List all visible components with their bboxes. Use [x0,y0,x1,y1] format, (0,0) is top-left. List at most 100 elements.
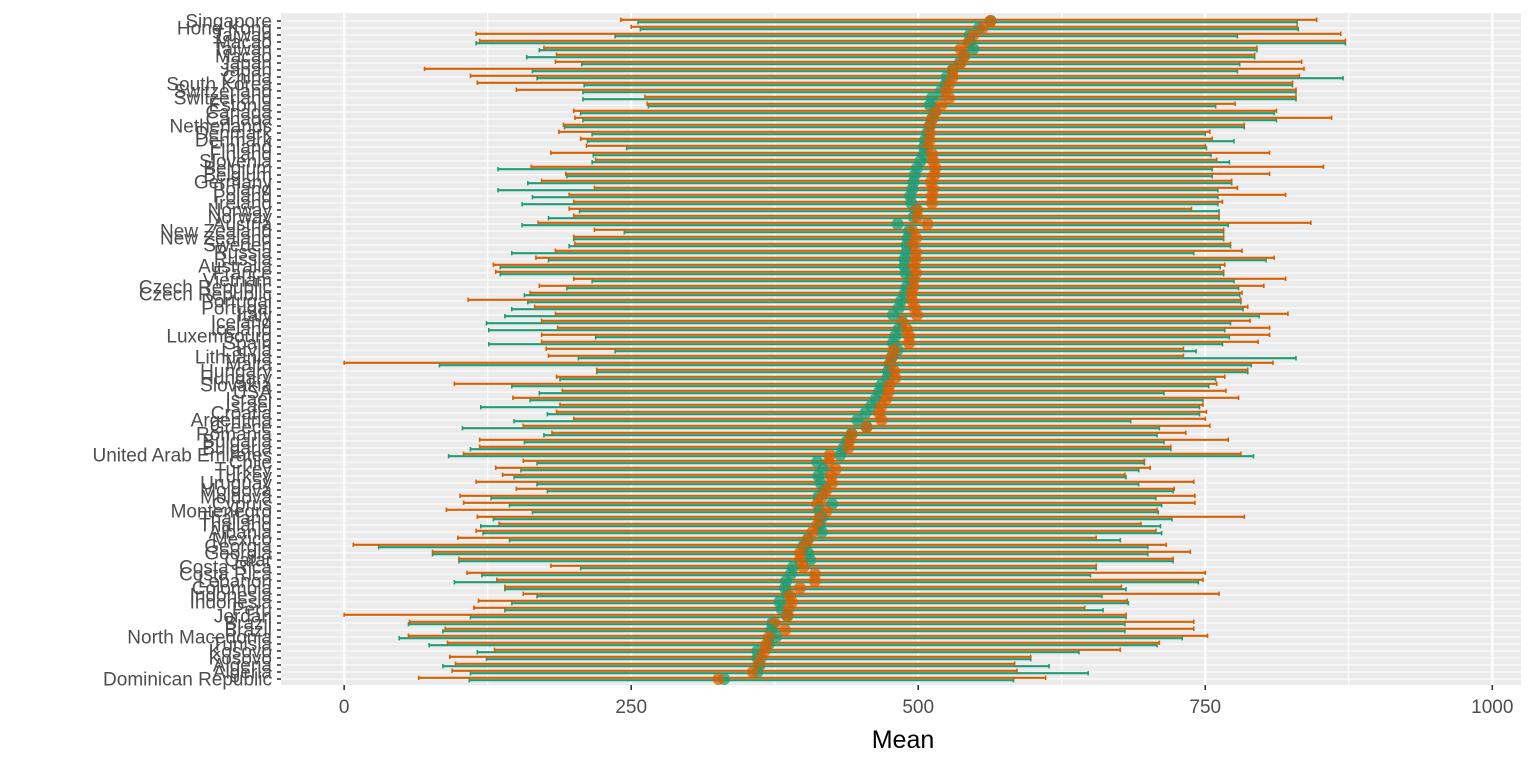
y-tick-label: Turkey [215,460,273,481]
x-axis: 0 250 500 750 1000 [339,685,1513,718]
y-tick-label: Switzerland [174,89,272,110]
y-tick-label: New Zealand [160,229,272,250]
y-tick-label: Lithuania [195,348,273,369]
y-tick-label: Peru [232,600,272,621]
range-segments [343,17,1347,683]
y-tick-label: Australia [198,257,272,278]
y-tick-label: Indonesia [190,586,273,607]
y-tick-label: Montenegro [171,502,272,523]
series-b-mean-point [797,561,810,573]
y-tick-label: Switzerland [174,82,272,103]
y-tick-label: Indonesia [190,593,273,614]
y-tick-label: Chile [229,453,272,474]
y-tick-label: Turkey [215,467,273,488]
y-tick-label: Japan [220,54,272,75]
series-a-mean-point [859,407,872,419]
y-tick-label: Norway [208,201,273,222]
y-tick-label: New Zealand [160,222,272,243]
y-tick-label: Costa Rica [179,565,272,586]
y-tick-label: Taiwan [213,26,272,47]
y-tick-label: Germany [194,173,273,194]
series-b-mean-point [808,575,821,587]
y-tick-label: Italy [237,306,272,327]
y-tick-label: Thailand [199,516,272,537]
x-axis-title: Mean [872,726,935,754]
y-tick-label: Austria [213,215,273,236]
series-b-mean-point [712,673,725,685]
series-a-mean-point [886,309,899,321]
y-tick-label: Iceland [211,320,272,341]
y-tick-label: Spain [223,334,272,355]
y-tick-label: Argentina [191,411,273,432]
series-b-mean-point [903,337,916,349]
y-tick-label: Estonia [209,96,273,117]
y-tick-label: Czech Republic [139,285,272,306]
y-tick-label: Norway [208,208,273,229]
y-tick-label: Moldova [200,488,272,509]
y-tick-label: Israel [226,397,272,418]
y-tick-label: Russia [214,243,273,264]
y-tick-label: Belgium [203,159,272,180]
mean-points [712,15,997,685]
y-tick-label: Canada [205,110,272,131]
series-b-mean-point [860,421,873,433]
y-tick-label: Thailand [199,509,272,530]
y-tick-label: Poland [213,187,272,208]
y-tick-label: Croatia [211,404,273,425]
y-tick-label: France [213,264,272,285]
y-tick-label: Colombia [192,579,273,600]
y-tick-label: Kosovo [209,642,272,663]
y-tick-label: Georgia [204,537,272,558]
y-tick-label: Netherlands [170,117,272,138]
y-tick-label: USA [233,383,272,404]
y-tick-label: Jordan [214,607,272,628]
x-tick-label: 500 [902,697,934,718]
y-tick-label: Ireland [214,194,272,215]
series-b-mean-point [793,582,806,594]
y-tick-label: Russia [214,250,273,271]
series-b-mean-point [842,442,855,454]
series-a-mean-point [851,414,864,426]
y-tick-label: Finland [210,138,272,159]
y-tick-label: Albania [209,523,273,544]
series-b-mean-point [875,414,888,426]
series-b-mean-point [746,666,759,678]
y-tick-label: Algeria [213,663,273,684]
series-a-mean-point [967,43,980,55]
y-tick-label: Cyprus [212,495,272,516]
series-b-mean-point [779,624,792,636]
x-tick-label: 750 [1189,697,1221,718]
y-tick-label: Dominican Republic [103,670,272,691]
y-tick-label: Algeria [213,656,273,677]
y-tick-label: Bulgaria [202,439,272,460]
y-tick-label: Hungary [200,369,272,390]
series-b-mean-point [984,15,997,27]
y-tick-label: Qatar [224,551,272,572]
y-tick-label: Iceland [211,313,272,334]
series-a-mean-point [891,218,904,230]
y-tick-label: South Korea [166,75,272,96]
y-tick-label: Malta [226,355,273,376]
y-tick-label: Canada [205,103,272,124]
y-tick-label: Luxembourg [166,327,272,348]
y-tick-label: Hong Kong [177,19,272,40]
y-tick-label: Greece [210,418,272,439]
y-tick-label: Macao [215,47,272,68]
y-tick-label: Hungary [200,362,272,383]
y-tick-label: Bulgaria [202,432,272,453]
y-tick-label: Mexico [212,530,272,551]
y-tick-label: Belgium [203,166,272,187]
y-tick-label: Uruguay [200,474,272,495]
x-tick-label: 1000 [1471,697,1513,718]
series-b-mean-point [943,92,956,104]
y-tick-label: Singapore [185,12,272,33]
series-b-mean-point [976,22,989,34]
y-tick-label: China [222,68,272,89]
y-tick-label: Portugal [201,292,272,313]
series-b-mean-point [921,218,934,230]
y-tick-label: Georgia [204,544,272,565]
y-tick-label: Tunisia [211,635,272,656]
y-tick-label: Latvia [221,341,272,362]
y-tick-label: Slovakia [200,376,272,397]
